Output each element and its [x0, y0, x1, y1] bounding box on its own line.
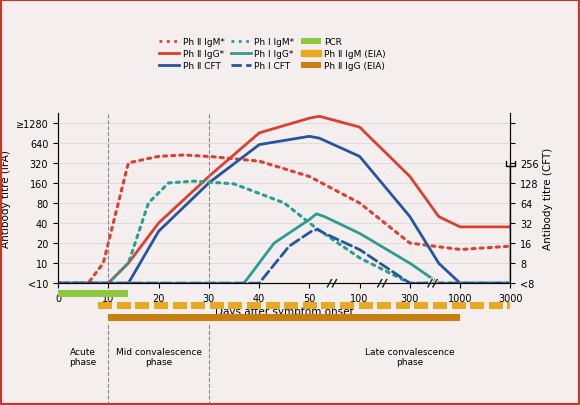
Bar	[210, 302, 224, 309]
Bar	[377, 302, 392, 309]
Bar	[508, 302, 510, 309]
Bar	[414, 302, 429, 309]
Y-axis label: Antibody titre (IFA): Antibody titre (IFA)	[1, 149, 12, 247]
Bar	[284, 302, 298, 309]
Bar	[173, 302, 187, 309]
Bar	[321, 302, 335, 309]
Bar	[303, 302, 317, 309]
Bar	[470, 302, 484, 309]
Bar	[154, 302, 168, 309]
Text: Late convalescence
phase: Late convalescence phase	[365, 347, 455, 366]
Bar	[433, 302, 447, 309]
Bar	[58, 290, 128, 297]
Bar	[191, 302, 205, 309]
Bar	[489, 302, 503, 309]
Legend: Ph Ⅱ IgM*, Ph Ⅱ IgG*, Ph Ⅱ CFT, Ph Ⅰ IgM*, Ph Ⅰ IgG*, Ph Ⅰ CFT, PCR, Ph Ⅱ IgM (E: Ph Ⅱ IgM*, Ph Ⅱ IgG*, Ph Ⅱ CFT, Ph Ⅰ IgM…	[160, 38, 386, 71]
Bar	[135, 302, 150, 309]
Bar	[452, 302, 466, 309]
Bar	[108, 314, 460, 322]
Bar	[358, 302, 373, 309]
Bar	[229, 302, 242, 309]
Bar	[98, 302, 113, 309]
Text: Acute
phase: Acute phase	[70, 347, 97, 366]
Bar	[117, 302, 131, 309]
Text: Mid convalescence
phase: Mid convalescence phase	[115, 347, 201, 366]
Bar	[396, 302, 410, 309]
Bar	[247, 302, 261, 309]
Bar	[340, 302, 354, 309]
X-axis label: Days after symptom onset: Days after symptom onset	[215, 306, 354, 316]
Bar	[266, 302, 280, 309]
Y-axis label: Antibody titre (CFT): Antibody titre (CFT)	[543, 147, 553, 249]
